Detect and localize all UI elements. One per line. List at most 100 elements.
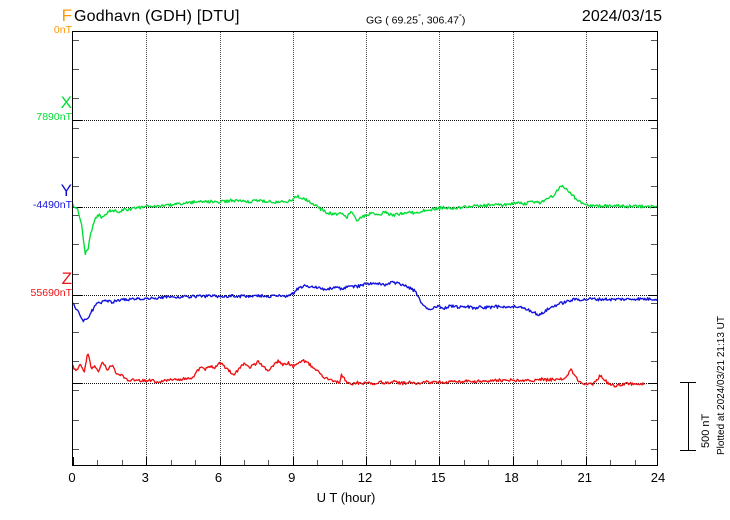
- y-axis-tick: [73, 332, 79, 333]
- component-label-x: X 7890nT: [0, 94, 72, 124]
- x-axis-tick-minor: [390, 460, 392, 465]
- x-axis-tick-minor: [536, 460, 538, 465]
- x-axis-tick-major: [146, 457, 148, 465]
- component-letter-f: F: [61, 6, 72, 25]
- baseline-y: [73, 295, 657, 296]
- x-axis-tick-minor: [121, 460, 123, 465]
- x-axis-tick-minor: [243, 460, 245, 465]
- station-title: Godhavn (GDH) [DTU]: [74, 8, 240, 25]
- x-axis-title: U T (hour): [0, 490, 730, 505]
- x-axis-tick-major: [73, 457, 74, 465]
- x-axis-tick-label: 18: [504, 470, 519, 485]
- baseline-z: [73, 383, 657, 384]
- plot-inner: [73, 32, 657, 465]
- scalebar-label: 500 nT: [700, 413, 712, 448]
- x-axis-tick-label: 24: [650, 470, 666, 485]
- y-axis-tick-right: [651, 419, 657, 421]
- x-axis-tick-minor: [170, 460, 172, 465]
- x-axis-tick-minor: [195, 460, 197, 465]
- gridline-vertical: [585, 32, 587, 465]
- y-axis-tick: [73, 361, 79, 363]
- y-axis-tick: [73, 69, 79, 71]
- y-axis-tick: [73, 156, 79, 158]
- x-axis-tick-major: [292, 457, 294, 465]
- x-axis-tick-label: 12: [357, 470, 373, 485]
- y-axis-tick-major-right-f: [648, 120, 657, 121]
- y-axis-tick: [73, 390, 79, 392]
- y-axis-tick-right: [651, 98, 657, 100]
- component-label-f: F 0nT: [0, 7, 72, 37]
- component-baseline-value-z: 55690nT: [30, 287, 72, 299]
- gridline-vertical: [219, 32, 221, 465]
- trace-x: [73, 184, 657, 256]
- x-axis-tick-label: 15: [431, 470, 446, 485]
- coords-prefix: GG (: [366, 14, 392, 27]
- baseline-x: [73, 207, 657, 208]
- component-letter-y: Y: [60, 181, 72, 200]
- x-axis-tick-major: [366, 457, 367, 465]
- scalebar-bottom-cap: [680, 450, 696, 451]
- component-baseline-value-x: 7890nT: [36, 111, 72, 123]
- x-axis-tick-minor: [634, 460, 636, 465]
- y-axis-tick: [73, 419, 79, 421]
- x-axis-tick-major: [512, 457, 514, 465]
- component-label-y: Y -4490nT: [0, 182, 72, 212]
- x-axis-tick-minor: [317, 460, 319, 465]
- y-axis-tick: [73, 98, 79, 100]
- gridline-vertical: [512, 32, 514, 465]
- x-axis-tick-minor: [488, 460, 490, 465]
- y-axis-tick-right: [651, 156, 657, 158]
- x-axis-tick-minor: [414, 460, 416, 465]
- coords-longitude: 306.47: [426, 14, 459, 27]
- geographic-coordinates: GG ( 69.25°, 306.47°): [366, 12, 465, 27]
- y-axis-tick-major-z: [73, 383, 82, 384]
- x-axis-tick-major: [585, 457, 587, 465]
- y-axis-tick: [73, 186, 79, 187]
- y-axis-tick-right: [651, 390, 657, 392]
- degree-symbol-lon: °: [458, 12, 462, 21]
- y-axis-tick-right: [651, 361, 657, 363]
- x-axis-title-text: U T (hour): [316, 490, 376, 505]
- x-axis-tick-minor: [610, 460, 612, 465]
- observation-date: 2024/03/15: [581, 8, 662, 25]
- y-axis-tick: [73, 302, 79, 304]
- gridline-vertical: [439, 32, 441, 465]
- x-axis-tick-minor: [561, 460, 563, 465]
- y-axis-tick-major-right-x: [648, 207, 657, 208]
- component-baseline-value-y: -4490nT: [32, 199, 72, 211]
- y-axis-tick: [73, 40, 79, 41]
- y-axis-tick-major-right-z: [648, 383, 657, 384]
- y-axis-tick-right: [651, 186, 657, 187]
- scalebar-line: [688, 382, 689, 450]
- component-baseline-value-f: 0nT: [53, 24, 72, 36]
- x-axis-tick-label: 6: [214, 470, 223, 485]
- gridline-vertical: [292, 32, 294, 465]
- degree-symbol-lat: °: [417, 12, 421, 21]
- x-axis-tick-major: [439, 457, 441, 465]
- y-axis-tick-right: [651, 448, 657, 450]
- y-axis-tick-right: [651, 302, 657, 304]
- plot-frame: [72, 31, 658, 466]
- gridline-vertical: [366, 32, 367, 465]
- plotted-timestamp: Plotted at 2024/03/21 21:13 UT: [716, 316, 727, 455]
- y-axis-tick-right: [651, 244, 657, 246]
- y-axis-tick-major-f: [73, 120, 82, 121]
- y-axis-tick-right: [651, 40, 657, 41]
- gridline-vertical: [146, 32, 148, 465]
- coords-separator: ,: [420, 14, 427, 27]
- y-axis-tick: [73, 244, 79, 246]
- x-axis-tick-major: [219, 457, 221, 465]
- y-axis-tick-right: [651, 332, 657, 333]
- y-axis-tick: [73, 127, 79, 129]
- y-axis-tick-right: [651, 215, 657, 217]
- trace-y: [73, 280, 657, 323]
- trace-z: [73, 353, 645, 388]
- y-axis-tick: [73, 273, 79, 275]
- x-axis-tick-label: 9: [288, 470, 296, 485]
- y-axis-tick-major-x: [73, 207, 82, 208]
- x-axis-tick-minor: [341, 460, 343, 465]
- y-axis-tick-major-right-y: [648, 295, 657, 296]
- x-axis-tick-minor: [268, 460, 270, 465]
- component-letter-z: Z: [61, 269, 72, 288]
